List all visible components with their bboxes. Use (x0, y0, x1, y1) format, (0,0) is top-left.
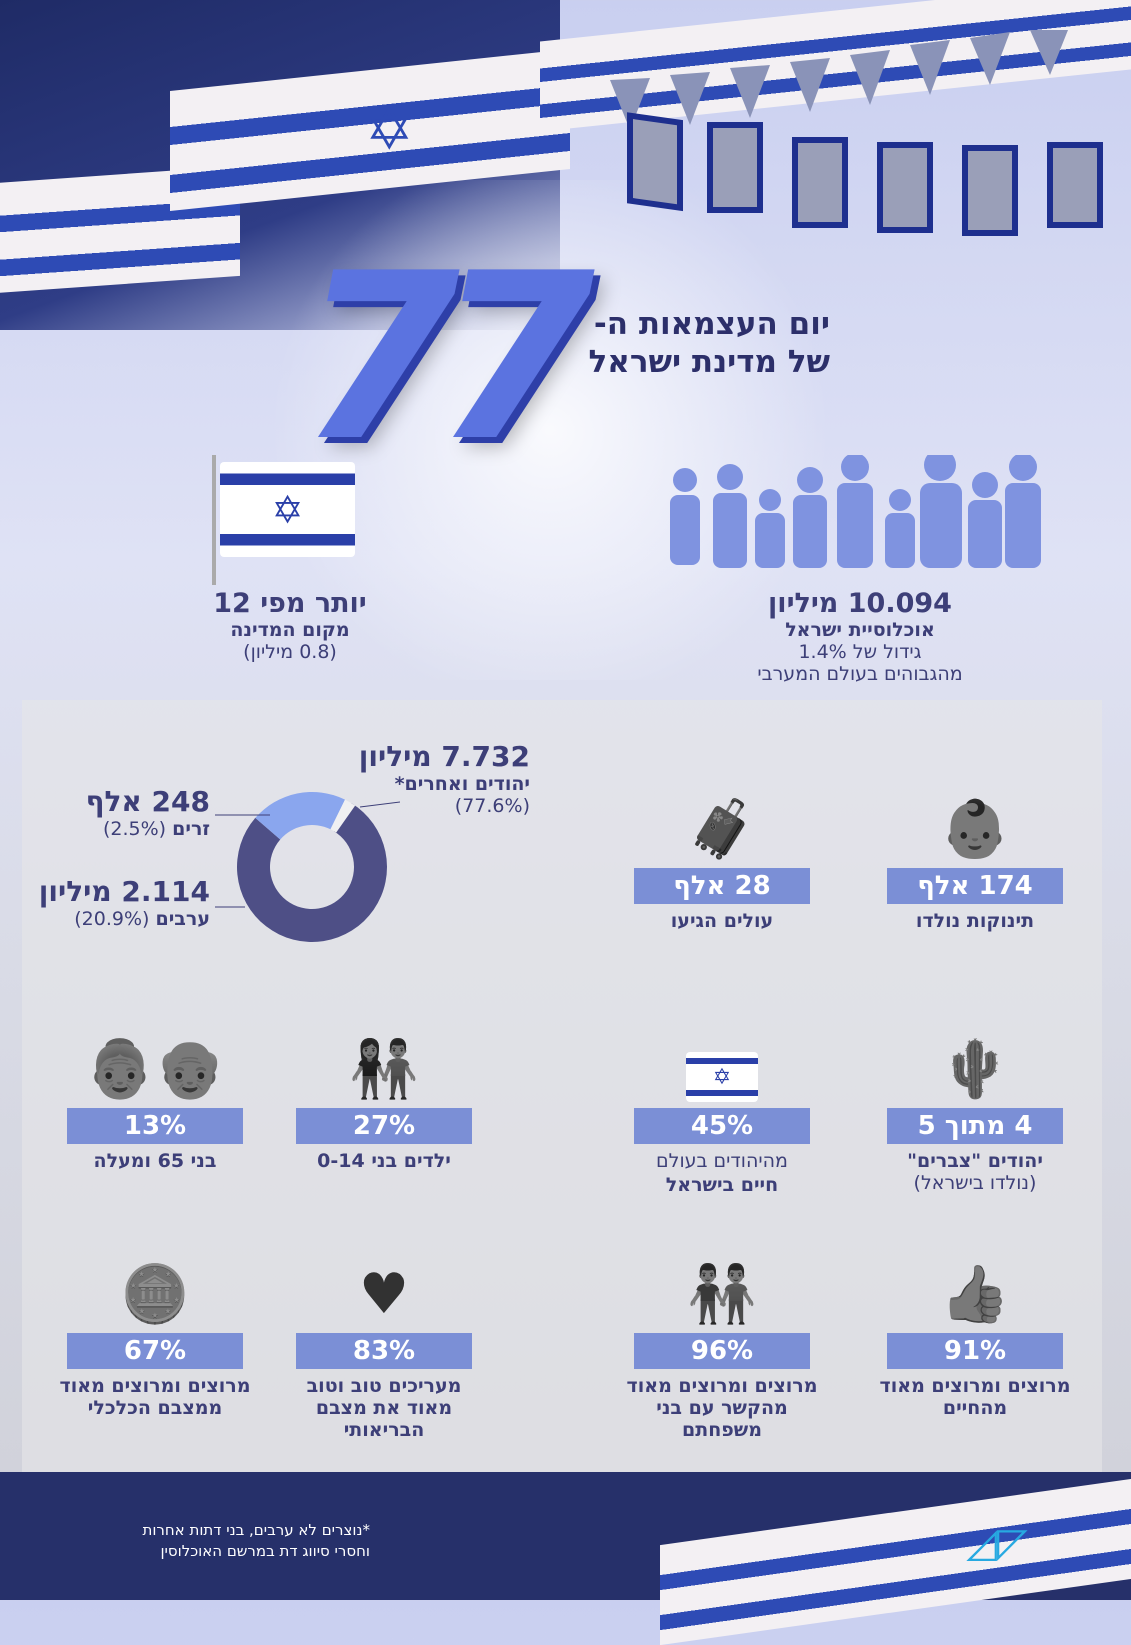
heartbeat-icon: ♥ (358, 1262, 410, 1327)
stat-label: מרוצים ומרוצים מאוד מהחיים (879, 1375, 1071, 1419)
stat-label: עולים הגיעו (670, 910, 774, 932)
stat-label: בני 65 ומעלה (93, 1150, 217, 1172)
stat-value: 13% (67, 1108, 243, 1144)
cbs-logo: ◿◸ (966, 1520, 1028, 1566)
stat-value: 45% (634, 1108, 810, 1144)
jews-percent: (77.6%) (454, 795, 530, 817)
stat-value: 91% (887, 1333, 1063, 1369)
stat-card: 🪙 67% מרוצים ומרוצים מאוד ממצבם הכלכלי (55, 1235, 255, 1419)
arabs-value: 2.114 מיליון (38, 875, 210, 908)
stat-card: 🧳 28 אלף עולים הגיעו (622, 770, 822, 932)
since-founding-note: (0.8 מיליון) (243, 641, 337, 663)
flagpole (212, 455, 216, 585)
since-founding-value: יותר מפי 12 (213, 588, 367, 619)
footnote: *נוצרים לא ערבים, בני דתות אחרות וחסרי ס… (100, 1520, 370, 1562)
population-value: 10.094 מיליון (768, 588, 952, 619)
foreigners-label: זרים (172, 818, 210, 840)
donut-slice (255, 792, 346, 840)
arabs-label: ערבים (155, 908, 210, 930)
stat-card: ✡ 45% מהיהודים בעולם חיים בישראל (622, 1010, 822, 1196)
stat-label: ילדים בני 0-14 (317, 1150, 451, 1172)
donut-slice (330, 799, 356, 833)
since-founding-stat: יותר מפי 12 מקום המדינה (0.8 מיליון) (150, 588, 430, 663)
stat-label: יהודים "צברים" (907, 1150, 1043, 1172)
stat-value: 83% (296, 1333, 472, 1369)
stat-card: 👬 96% מרוצים ומרוצים מאוד מהקשר עם בני משפ… (622, 1235, 822, 1441)
star-of-david-icon: ✡ (365, 95, 414, 163)
elderly-couple-icon: 👴👵 (85, 1037, 225, 1102)
legend-jews: 7.732 מיליון יהודים ואחרים* (77.6%) (320, 740, 530, 817)
light-glow (200, 180, 900, 680)
since-founding-label: מקום המדינה (230, 619, 350, 641)
footnote-line-1: *נוצרים לא ערבים, בני דתות אחרות (142, 1521, 370, 1539)
anniversary-number: 77 (300, 225, 595, 492)
israel-flag-icon: ✡ (622, 1010, 822, 1102)
stat-label: תינוקות נולדו (915, 910, 1035, 932)
donut-slice (236, 803, 387, 942)
foreigners-value: 248 אלף (85, 785, 210, 818)
baby-icon: 👶 (940, 797, 1010, 862)
stat-card: 👍 91% מרוצים ומרוצים מאוד מהחיים (875, 1235, 1075, 1419)
crowd-icon (670, 455, 1041, 568)
stat-label: חיים בישראל (665, 1174, 779, 1196)
stat-label: מרוצים ומרוצים מאוד מהקשר עם בני משפחתם (626, 1375, 818, 1441)
stat-card: 👶 174 אלף תינוקות נולדו (875, 770, 1075, 932)
population-donut-chart (215, 792, 400, 942)
title-line-2: של מדינת ישראל (588, 344, 830, 380)
arabs-percent: (20.9%) (74, 908, 150, 930)
stat-value: 67% (67, 1333, 243, 1369)
stat-value: 27% (296, 1108, 472, 1144)
jews-value: 7.732 מיליון (358, 740, 530, 773)
immigrant-luggage-icon: 🧳 (687, 797, 757, 862)
bunting-flags (610, 30, 1103, 236)
stat-value: 4 מתוך 5 (887, 1108, 1063, 1144)
coins-icon: 🪙 (120, 1262, 190, 1327)
title-line-1: יום העצמאות ה- (593, 306, 830, 342)
stat-value: 174 אלף (887, 868, 1063, 904)
thumbs-up-icon: 👍 (940, 1262, 1010, 1327)
footnote-line-2: וחסרי סיווג דת במרשם האוכלוסין (160, 1542, 370, 1560)
family-hug-icon: 👬 (687, 1262, 757, 1327)
foreigners-percent: (2.5%) (102, 818, 167, 840)
page-title: יום העצמאות ה- של מדינת ישראל (530, 305, 830, 381)
stat-label: מעריכים טוב וטוב מאוד את מצבם הבריאותי (306, 1375, 462, 1441)
israel-flag-icon: ✡ (220, 462, 355, 557)
stat-label: מרוצים ומרוצים מאוד ממצבם הכלכלי (59, 1375, 251, 1419)
population-label: אוכלוסיית ישראל (785, 619, 935, 641)
legend-foreigners: 248 אלף זרים (2.5%) (30, 785, 210, 840)
stat-sub-label: (נולדו בישראל) (913, 1172, 1037, 1194)
leader-line (359, 801, 400, 808)
cactus-icon: 🌵 (940, 1037, 1010, 1102)
population-stat: 10.094 מיליון אוכלוסיית ישראל גידול של 1… (700, 588, 1020, 685)
stat-value: 96% (634, 1333, 810, 1369)
legend-arabs: 2.114 מיליון ערבים (20.9%) (10, 875, 210, 930)
stat-card: 👫 27% ילדים בני 0-14 (284, 1010, 484, 1172)
stat-card: 👴👵 13% בני 65 ומעלה (55, 1010, 255, 1172)
population-growth: גידול של 1.4% (798, 641, 922, 663)
children-icon: 👫 (349, 1037, 419, 1102)
stat-pre-label: מהיהודים בעולם (656, 1150, 788, 1172)
stat-value: 28 אלף (634, 868, 810, 904)
jews-label: יהודים ואחרים* (394, 773, 530, 795)
population-note: מהגבוהים בעולם המערבי (757, 663, 963, 685)
stat-card: 🌵 4 מתוך 5 יהודים "צברים" (נולדו בישראל) (875, 1010, 1075, 1194)
stat-card: ♥ 83% מעריכים טוב וטוב מאוד את מצבם הבריאו… (284, 1235, 484, 1441)
